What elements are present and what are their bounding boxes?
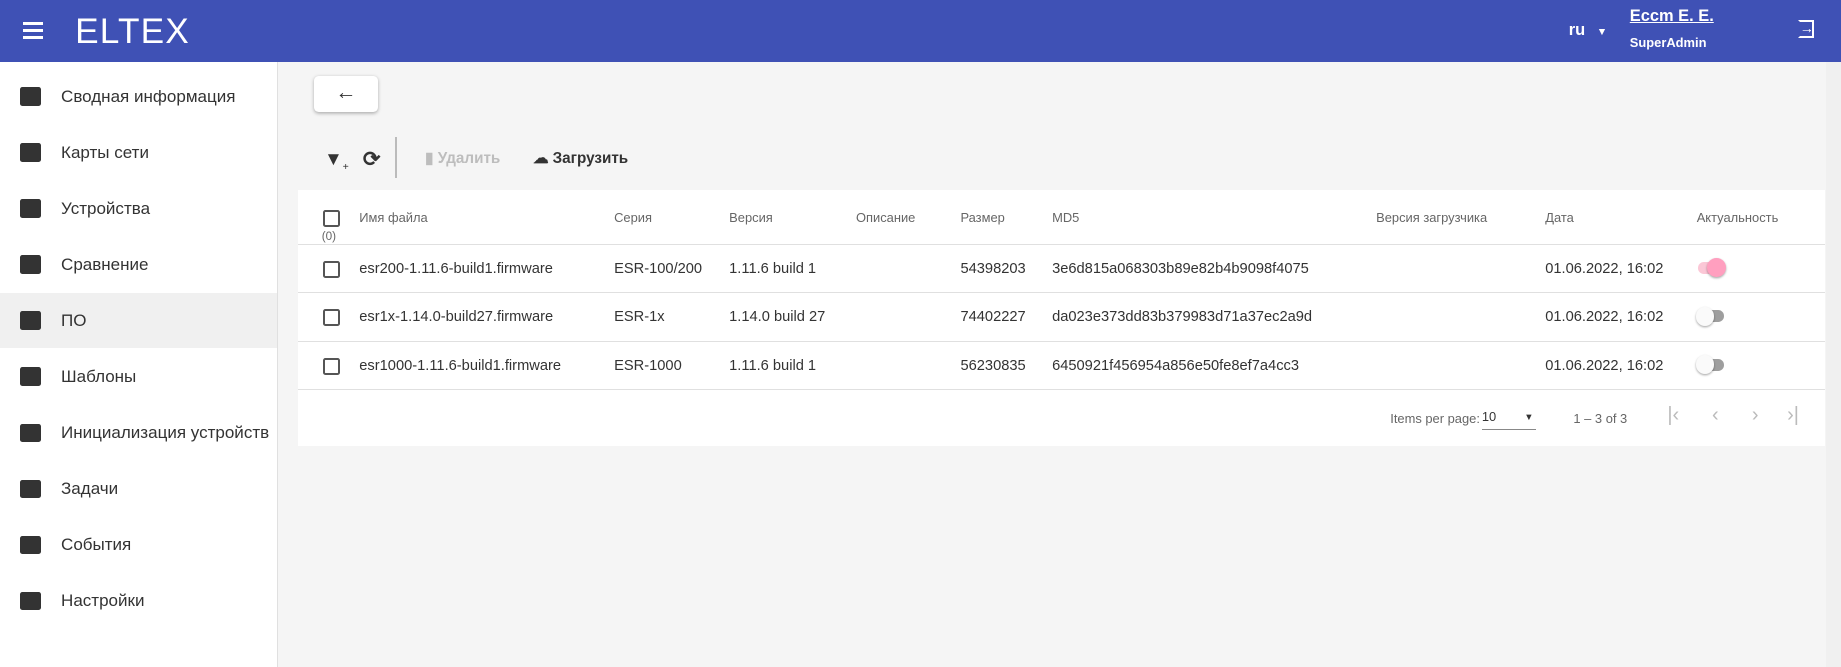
cell-series: ESR-100/200 xyxy=(614,260,703,277)
sidebar-item-label: ПО xyxy=(61,310,87,330)
column-header[interactable]: Версия xyxy=(729,210,773,226)
actual-toggle[interactable] xyxy=(1695,355,1724,375)
column-header[interactable]: Версия загрузчика xyxy=(1376,210,1488,226)
cell-md5: da023e373dd83b379983d71a37ec2a9d xyxy=(1052,309,1313,326)
user-role: SuperAdmin xyxy=(1629,35,1707,51)
sidebar-item[interactable]: Инициализация устройств xyxy=(0,405,277,460)
sidebar-item[interactable]: Карты сети xyxy=(0,125,277,180)
caret-down-icon: ▼ xyxy=(1524,410,1534,422)
sidebar-item[interactable]: Шаблоны xyxy=(0,349,277,404)
language-select[interactable]: ru ▼ xyxy=(1568,21,1608,40)
firmware-table: (0) Имя файла Серия Версия Описание Размер MD… xyxy=(298,190,1825,447)
cell-size: 56230835 xyxy=(960,357,1026,374)
cell-version: 1.14.0 build 27 xyxy=(729,309,826,326)
row-checkbox[interactable] xyxy=(322,260,340,278)
last-page-icon[interactable]: ›| xyxy=(1787,403,1799,426)
cell-name: esr1x-1.14.0-build27.firmware xyxy=(359,309,554,326)
sidebar-item[interactable]: ПО xyxy=(0,293,278,349)
column-header[interactable]: Имя файла xyxy=(359,210,428,226)
selected-count: (0) xyxy=(321,230,337,244)
cell-size: 74402227 xyxy=(960,309,1026,326)
delete-label: Удалить xyxy=(437,150,501,168)
page-size-select[interactable]: 10 ▼ xyxy=(1481,403,1536,430)
event-icon xyxy=(19,535,42,555)
select-all-checkbox[interactable] xyxy=(322,210,340,228)
sidebar-item-label: Шаблоны xyxy=(61,366,137,386)
upload-label: Загрузить xyxy=(552,150,629,168)
cell-md5: 6450921f456954a856e50fe8ef7a4cc3 xyxy=(1052,357,1300,374)
upload-button[interactable]: ☁ Загрузить xyxy=(533,149,628,167)
dashboard-icon xyxy=(19,87,42,107)
scrollbar[interactable] xyxy=(1825,62,1841,667)
table-row[interactable]: esr1x-1.14.0-build27.firmware ESR-1x 1.14.… xyxy=(298,293,1825,342)
cell-date: 01.06.2022, 16:02 xyxy=(1545,260,1664,277)
sidebar-item-label: Сравнение xyxy=(61,254,149,274)
sidebar-item-label: Устройства xyxy=(61,198,151,218)
column-header[interactable]: Размер xyxy=(960,210,1005,226)
next-page-icon[interactable]: › xyxy=(1751,403,1759,426)
table-row[interactable]: esr1000-1.11.6-build1.firmware ESR-1000 1.… xyxy=(298,341,1825,391)
toolbar-divider xyxy=(394,137,397,179)
sidebar-item[interactable]: Сравнение xyxy=(0,237,277,292)
store-icon xyxy=(19,311,42,331)
table-row[interactable]: esr200-1.11.6-build1.firmware ESR-100/200… xyxy=(298,244,1825,294)
sidebar-item-label: Сводная информация xyxy=(61,86,236,106)
trash-icon: ▮ xyxy=(425,150,434,168)
column-header[interactable]: Дата xyxy=(1545,210,1574,226)
actual-toggle[interactable] xyxy=(1695,306,1724,326)
assignment-icon xyxy=(19,479,42,499)
row-checkbox[interactable] xyxy=(322,357,340,375)
cell-version: 1.11.6 build 1 xyxy=(729,260,817,277)
menu-icon[interactable] xyxy=(23,22,44,43)
init-icon xyxy=(19,423,42,443)
sidebar: Сводная информация Карты сети Устройства Ср… xyxy=(0,62,279,667)
sidebar-item-label: Инициализация устройств xyxy=(61,422,270,442)
top-bar: ELTEX ru ▼ Ессm E. E. SuperAdmin → xyxy=(0,0,1841,63)
prev-page-icon[interactable]: ‹ xyxy=(1711,403,1719,426)
cell-size: 54398203 xyxy=(960,260,1026,277)
table-header: (0) Имя файла Серия Версия Описание Размер MD… xyxy=(298,190,1825,246)
cloud-upload-icon: ☁ xyxy=(533,150,549,168)
sidebar-item-label: Настройки xyxy=(61,590,145,610)
delete-button[interactable]: ▮ Удалить xyxy=(425,149,500,167)
column-header[interactable]: Актуальность xyxy=(1696,210,1779,226)
cell-name: esr200-1.11.6-build1.firmware xyxy=(359,260,553,277)
compare-icon xyxy=(19,255,42,275)
sidebar-item[interactable]: Задачи xyxy=(0,461,277,516)
row-checkbox[interactable] xyxy=(322,309,340,327)
sidebar-item-label: Задачи xyxy=(61,478,119,498)
sidebar-item[interactable]: Устройства xyxy=(0,181,277,236)
column-header[interactable]: Серия xyxy=(614,210,652,226)
eltex-logo: ELTEX xyxy=(75,11,190,51)
actual-toggle[interactable] xyxy=(1697,258,1727,278)
cell-date: 01.06.2022, 16:02 xyxy=(1545,357,1664,374)
filter-add-icon[interactable]: ▼+ xyxy=(324,147,349,173)
cell-series: ESR-1x xyxy=(614,309,665,326)
column-header[interactable]: Описание xyxy=(855,210,916,226)
sidebar-item[interactable]: Настройки xyxy=(0,573,277,628)
cell-series: ESR-1000 xyxy=(614,357,682,374)
logout-icon[interactable]: → xyxy=(1797,19,1815,38)
page-range: 1 – 3 of 3 xyxy=(1573,410,1628,426)
items-per-page-label: Items per page: xyxy=(1390,410,1480,426)
map-icon xyxy=(19,143,42,163)
back-button[interactable]: ← xyxy=(313,76,379,112)
sidebar-item-label: События xyxy=(61,534,132,554)
devices-icon xyxy=(19,199,42,219)
sidebar-item[interactable]: Сводная информация xyxy=(0,69,277,124)
cell-date: 01.06.2022, 16:02 xyxy=(1545,309,1664,326)
refresh-icon[interactable]: ⟳ xyxy=(362,147,381,171)
gear-icon xyxy=(19,591,42,611)
sidebar-item[interactable]: События xyxy=(0,517,277,572)
user-name-link[interactable]: Ессm E. E. xyxy=(1629,7,1714,26)
cell-name: esr1000-1.11.6-build1.firmware xyxy=(359,357,562,374)
column-header[interactable]: MD5 xyxy=(1052,210,1080,226)
cell-md5: 3e6d815a068303b89e82b4b9098f4075 xyxy=(1052,260,1309,277)
wrench-icon xyxy=(19,367,42,387)
cell-version: 1.11.6 build 1 xyxy=(729,357,817,374)
first-page-icon[interactable]: |‹ xyxy=(1667,403,1680,426)
caret-down-icon: ▼ xyxy=(1596,26,1608,39)
sidebar-item-label: Карты сети xyxy=(61,142,149,162)
